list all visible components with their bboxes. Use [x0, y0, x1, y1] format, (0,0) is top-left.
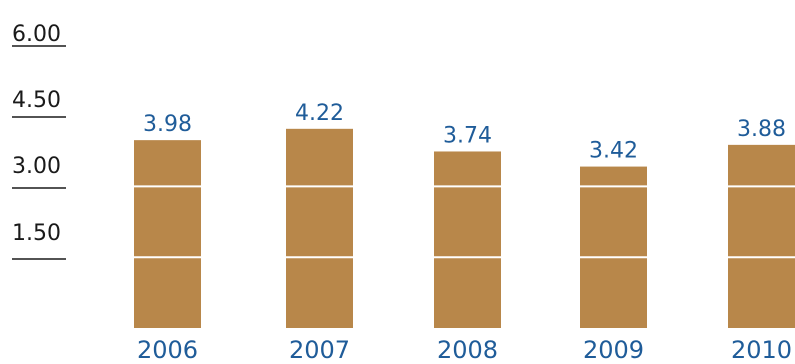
y-tick-label: 6.00 [12, 22, 61, 47]
bar-2006 [134, 140, 201, 328]
data-label-2006: 3.98 [143, 112, 192, 137]
x-tick-label-2009: 2009 [583, 336, 644, 364]
bar-2008 [434, 151, 501, 328]
data-labels: 3.98 4.22 3.74 3.42 3.88 [143, 101, 786, 164]
x-tick-label-2007: 2007 [289, 336, 350, 364]
x-tick-label-2008: 2008 [437, 336, 498, 364]
data-label-2009: 3.42 [589, 139, 638, 164]
bar-2010 [728, 144, 795, 328]
bar-2009 [580, 166, 647, 328]
bar-2007 [286, 128, 353, 328]
x-axis: 2006 2007 2008 2009 2010 [137, 336, 792, 364]
data-label-2008: 3.74 [443, 123, 492, 148]
y-tick-label: 1.50 [12, 221, 61, 246]
y-tick-label: 4.50 [12, 88, 61, 113]
y-tick-label: 3.00 [12, 154, 61, 179]
x-tick-label-2006: 2006 [137, 336, 198, 364]
y-axis: 6.00 4.50 3.00 1.50 [12, 22, 66, 260]
bars [134, 128, 795, 328]
x-tick-label-2010: 2010 [731, 336, 792, 364]
data-label-2010: 3.88 [737, 117, 786, 142]
data-label-2007: 4.22 [295, 101, 344, 126]
